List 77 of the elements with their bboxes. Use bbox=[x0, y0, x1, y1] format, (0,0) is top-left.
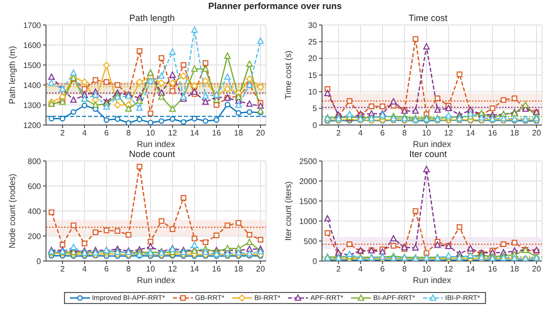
x-tick-label: 10 bbox=[422, 264, 432, 274]
y-tick-label: 500 bbox=[304, 236, 318, 246]
y-tick-label: 1700 bbox=[23, 20, 42, 30]
x-tick-label: 16 bbox=[212, 264, 222, 274]
text: Planner performance over runs bbox=[208, 1, 342, 11]
x-tick-label: 4 bbox=[82, 128, 88, 138]
y-tick-label: 1600 bbox=[23, 40, 42, 50]
y-tick-label: 1300 bbox=[23, 100, 42, 110]
x-tick-label: 12 bbox=[444, 264, 454, 274]
x-tick-label: 20 bbox=[256, 264, 266, 274]
x-tick-label: 20 bbox=[532, 264, 542, 274]
x-axis-title: Run index bbox=[412, 139, 452, 149]
x-tick-label: 8 bbox=[402, 128, 408, 138]
y-tick-label: 1500 bbox=[23, 60, 42, 70]
x-tick-label: 2 bbox=[60, 128, 66, 138]
x-tick-label: 14 bbox=[466, 264, 476, 274]
x-tick-label: 10 bbox=[146, 128, 156, 138]
chart-title: Iter count bbox=[409, 149, 447, 159]
y-tick-label: 600 bbox=[28, 182, 42, 191]
x-tick-label: 10 bbox=[146, 264, 156, 274]
x-tick-label: 16 bbox=[212, 128, 222, 138]
x-tick-label: 12 bbox=[168, 128, 178, 138]
y-tick-label: 30 bbox=[308, 20, 318, 30]
x-tick-label: 6 bbox=[380, 264, 386, 274]
x-tick-label: 20 bbox=[256, 128, 266, 138]
x-tick-label: 6 bbox=[104, 264, 110, 274]
x-tick-label: 8 bbox=[402, 264, 408, 274]
x-axis-title: Run index bbox=[412, 275, 452, 285]
y-tick-label: 2500 bbox=[299, 156, 318, 166]
y-tick-label: 2000 bbox=[299, 176, 318, 186]
y-tick-label: 20 bbox=[308, 54, 318, 64]
x-tick-label: 4 bbox=[358, 128, 364, 138]
y-tick-label: 10 bbox=[308, 88, 318, 97]
y-axis-title: Path length (m) bbox=[7, 46, 18, 104]
chart-title: Time cost bbox=[408, 13, 448, 23]
x-tick-label: 14 bbox=[190, 128, 200, 138]
x-tick-label: 6 bbox=[380, 128, 386, 138]
y-axis-title: Iter count (iters) bbox=[283, 181, 294, 241]
y-tick-label: 15 bbox=[308, 70, 318, 80]
chart-title: Node count bbox=[128, 149, 176, 159]
x-tick-label: 16 bbox=[488, 264, 498, 274]
y-tick-label: 1500 bbox=[299, 196, 318, 206]
y-tick-label: 0 bbox=[312, 120, 318, 130]
y-tick-label: 800 bbox=[28, 156, 42, 166]
y-tick-label: 0 bbox=[36, 256, 42, 266]
y-tick-label: 400 bbox=[28, 206, 42, 216]
x-tick-label: 2 bbox=[336, 128, 342, 138]
y-axis-title: Time cost (s) bbox=[283, 50, 294, 100]
y-tick-label: 5 bbox=[312, 104, 318, 114]
x-tick-label: 12 bbox=[168, 264, 178, 274]
x-tick-label: 18 bbox=[510, 264, 520, 274]
x-tick-label: 10 bbox=[422, 128, 432, 138]
y-tick-label: 1200 bbox=[23, 120, 42, 130]
x-tick-label: 18 bbox=[510, 128, 520, 138]
x-tick-label: 4 bbox=[82, 264, 88, 274]
x-tick-label: 20 bbox=[532, 128, 542, 138]
x-tick-label: 2 bbox=[60, 264, 66, 274]
x-axis-title: Run index bbox=[136, 139, 176, 149]
x-tick-label: 14 bbox=[466, 128, 476, 138]
y-tick-label: 0 bbox=[312, 256, 318, 266]
y-tick-label: 25 bbox=[308, 38, 318, 47]
x-tick-label: 18 bbox=[234, 128, 244, 138]
x-tick-label: 8 bbox=[126, 264, 132, 274]
y-axis-title: Node count (nodes) bbox=[7, 174, 18, 248]
y-tick-label: 200 bbox=[28, 232, 42, 241]
x-tick-label: 14 bbox=[190, 264, 200, 274]
x-tick-label: 8 bbox=[126, 128, 132, 138]
x-tick-label: 6 bbox=[104, 128, 110, 138]
x-tick-label: 16 bbox=[488, 128, 498, 138]
x-tick-label: 18 bbox=[234, 264, 244, 274]
x-axis-title: Run index bbox=[136, 275, 176, 285]
y-tick-label: 1400 bbox=[23, 80, 42, 90]
chart-title: Path length bbox=[129, 13, 175, 23]
x-tick-label: 2 bbox=[336, 264, 342, 274]
x-tick-label: 12 bbox=[444, 128, 454, 138]
x-tick-label: 4 bbox=[358, 264, 364, 274]
y-tick-label: 1000 bbox=[299, 216, 318, 226]
